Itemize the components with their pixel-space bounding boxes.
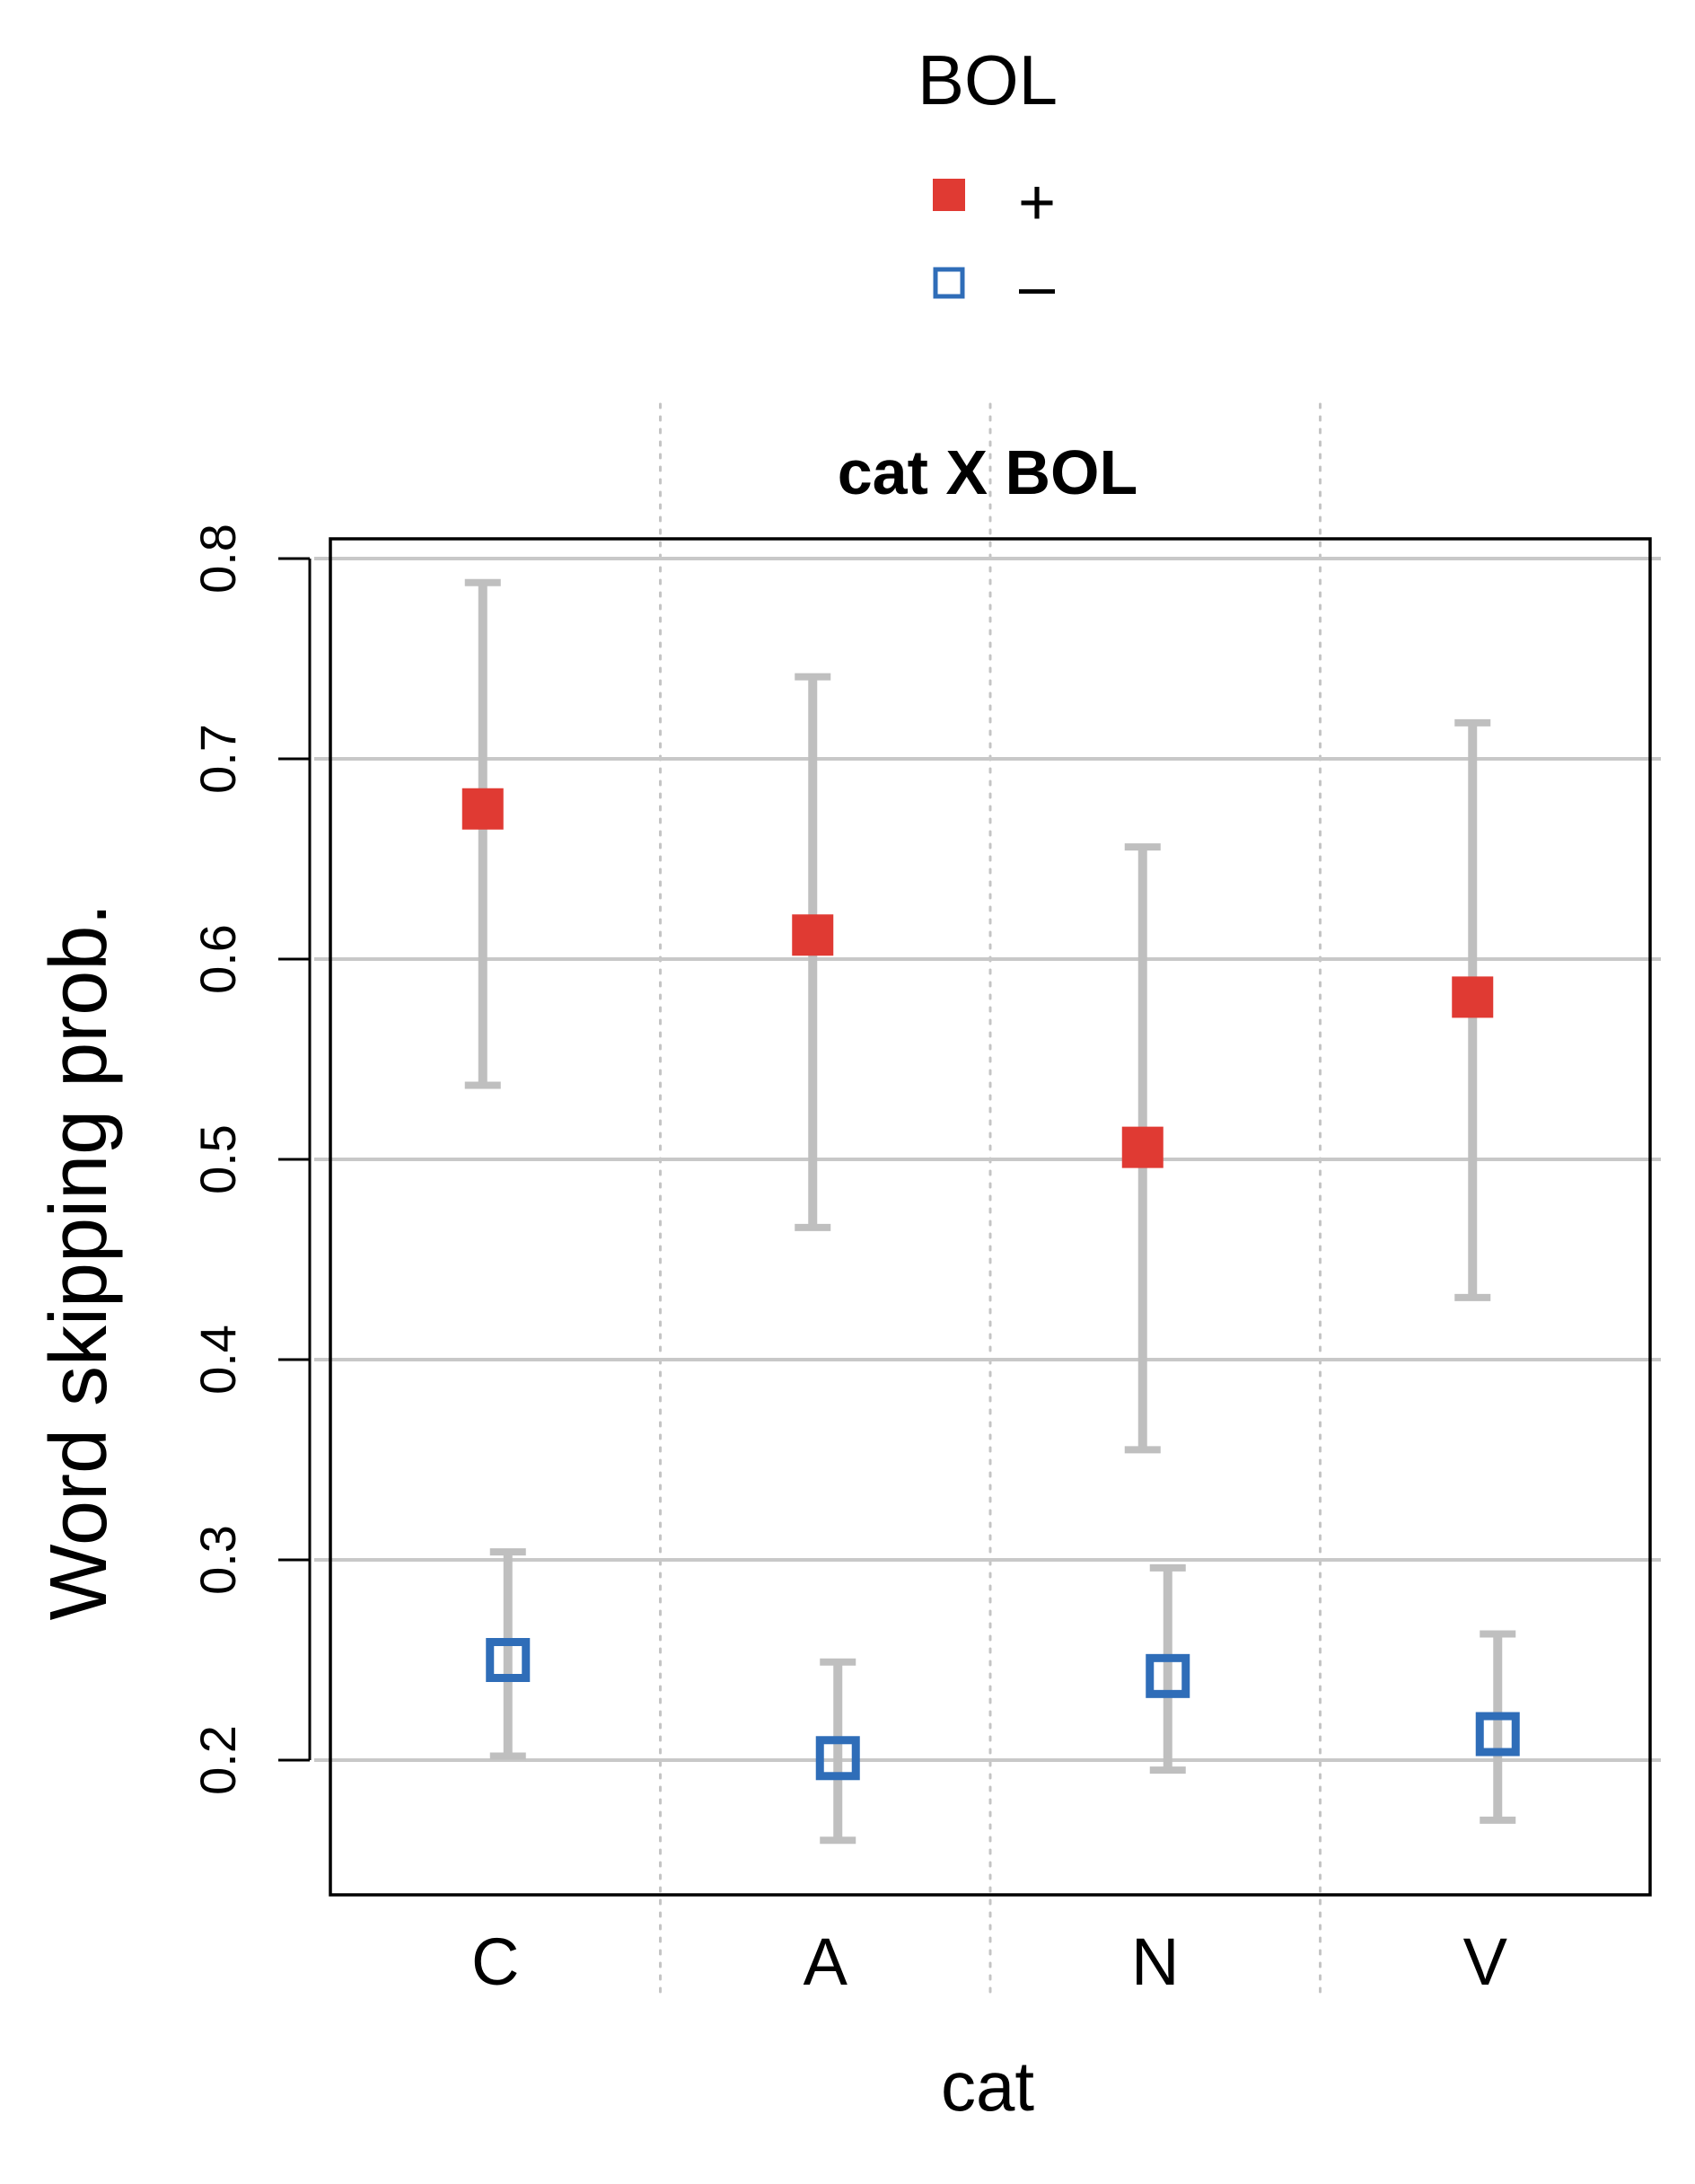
series-minus — [486, 1548, 1520, 1845]
series-plus — [461, 578, 1494, 1454]
marker-minus-C — [486, 1638, 531, 1682]
legend-label-minus: – — [1019, 251, 1056, 322]
legend-label-plus: + — [1018, 167, 1056, 239]
marker-minus-V — [1475, 1712, 1520, 1757]
chart-title: cat X BOL — [838, 437, 1138, 507]
series-group — [461, 578, 1520, 1845]
legend-marker-minus — [933, 267, 965, 299]
y-axis-label: Word skipping prob. — [34, 903, 124, 1621]
legend: BOL + – — [918, 40, 1058, 322]
plot-frame — [329, 537, 1652, 1897]
y-tick-label-0.6: 0.6 — [189, 924, 246, 994]
legend-marker-plus — [933, 179, 965, 211]
marker-minus-N — [1146, 1653, 1190, 1698]
x-axis-label: cat — [941, 2047, 1034, 2126]
marker-plus-A — [792, 914, 834, 956]
marker-plus-N — [1121, 1126, 1164, 1168]
y-axis: 0.2 0.3 0.4 0.5 0.6 0.7 0.8 — [189, 524, 312, 1795]
y-tick-label-0.3: 0.3 — [189, 1525, 246, 1595]
x-tick-label-A: A — [804, 1924, 848, 1999]
x-tick-label-V: V — [1463, 1924, 1508, 1999]
marker-plus-C — [461, 788, 504, 830]
y-tick-label-0.8: 0.8 — [189, 524, 246, 594]
marker-plus-V — [1452, 976, 1494, 1018]
x-tick-label-C: C — [471, 1924, 519, 1999]
gridlines — [314, 557, 1661, 1762]
y-tick-label-0.5: 0.5 — [189, 1124, 246, 1194]
category-dividers — [659, 402, 1322, 2000]
x-tick-label-N: N — [1131, 1924, 1179, 1999]
y-tick-label-0.4: 0.4 — [189, 1325, 246, 1395]
y-tick-label-0.7: 0.7 — [189, 724, 246, 794]
marker-minus-A — [815, 1736, 860, 1781]
legend-title: BOL — [918, 40, 1058, 119]
y-tick-label-0.2: 0.2 — [189, 1725, 246, 1795]
